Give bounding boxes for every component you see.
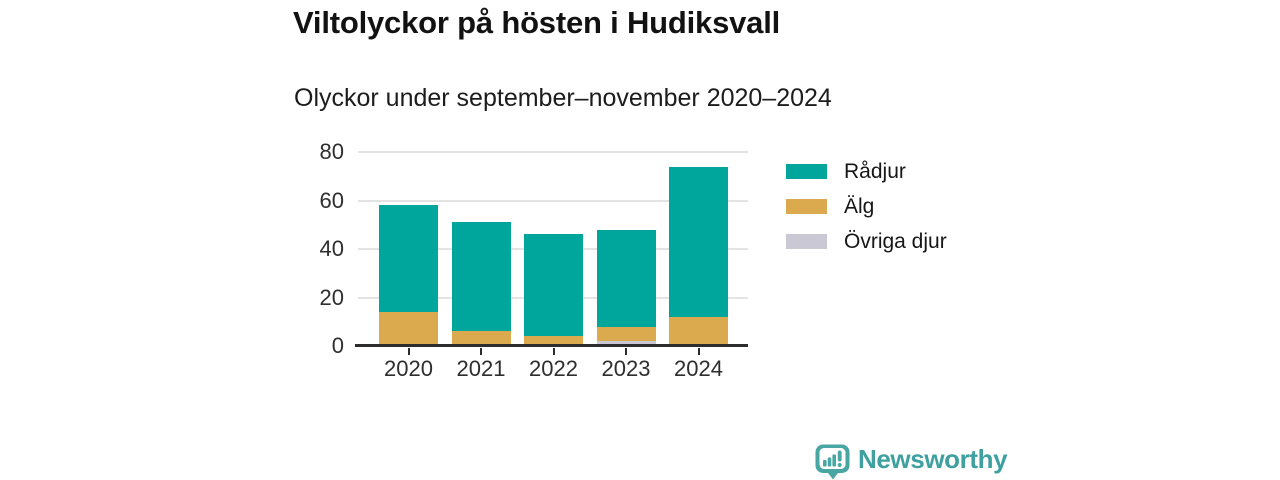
plot-area: 0 20 40 60 80 2020 2021 2022 2023 2024: [320, 141, 748, 381]
legend-swatch: [786, 198, 827, 214]
bar-segment-2023-älg: [596, 326, 656, 342]
x-axis-line: [355, 344, 748, 347]
bar-segment-2024-rådjur: [669, 166, 728, 317]
bar-segment-2023-övriga-djur: [596, 341, 656, 346]
x-tick-label-2024: 2024: [674, 356, 723, 381]
y-tick-label-20: 20: [319, 284, 344, 310]
bar-2022: [524, 234, 583, 346]
brand-name: Newsworthy: [858, 444, 1008, 474]
bar-2020: [379, 205, 438, 346]
legend-label: Älg: [844, 194, 875, 218]
bar-segment-2024-älg: [669, 316, 728, 346]
bar-segment-2022-älg: [524, 336, 583, 346]
legend-item-övriga-djur: Övriga djur: [786, 229, 947, 253]
newsworthy-logo-icon: [815, 444, 850, 480]
bar-segment-2022-rådjur: [524, 234, 583, 337]
x-tick-2021: [480, 348, 482, 355]
bar-2024: [669, 166, 728, 346]
legend-swatch: [786, 233, 827, 249]
x-tick-2023: [625, 348, 627, 355]
bar-segment-2020-älg: [379, 312, 438, 346]
legend: Rådjur Älg Övriga djur: [786, 159, 947, 268]
bar-segment-2021-rådjur: [451, 222, 511, 332]
bar-segment-2020-rådjur: [379, 205, 438, 313]
x-tick-2024: [697, 348, 700, 355]
x-tick-label-2021: 2021: [456, 356, 506, 381]
gridline-y-60: [358, 199, 748, 202]
legend-item-älg: Älg: [786, 194, 947, 218]
y-tick-label-60: 60: [319, 187, 344, 213]
bar-2021: [451, 222, 511, 346]
bar-segment-2021-älg: [451, 331, 511, 346]
chart-subtitle: Olyckor under september–november 2020–20…: [294, 84, 832, 112]
x-tick-2022: [552, 348, 555, 355]
gridline-y-80: [358, 151, 748, 153]
bar-segment-2023-rådjur: [596, 229, 656, 327]
x-tick-label-2023: 2023: [601, 356, 651, 381]
bar-2023: [596, 229, 656, 346]
x-tick-label-2020: 2020: [384, 356, 433, 381]
brand-footer: Newsworthy: [815, 444, 1008, 480]
y-tick-label-0: 0: [331, 333, 344, 358]
x-tick-label-2022: 2022: [529, 356, 578, 381]
y-tick-label-40: 40: [319, 236, 344, 261]
legend-label: Övriga djur: [844, 229, 947, 253]
legend-label: Rådjur: [844, 159, 906, 183]
x-tick-2020: [407, 348, 410, 355]
legend-swatch: [786, 163, 827, 179]
chart-title: Viltolyckor på hösten i Hudiksvall: [293, 5, 781, 40]
legend-item-rådjur: Rådjur: [786, 159, 947, 183]
y-tick-label-80: 80: [319, 139, 344, 164]
